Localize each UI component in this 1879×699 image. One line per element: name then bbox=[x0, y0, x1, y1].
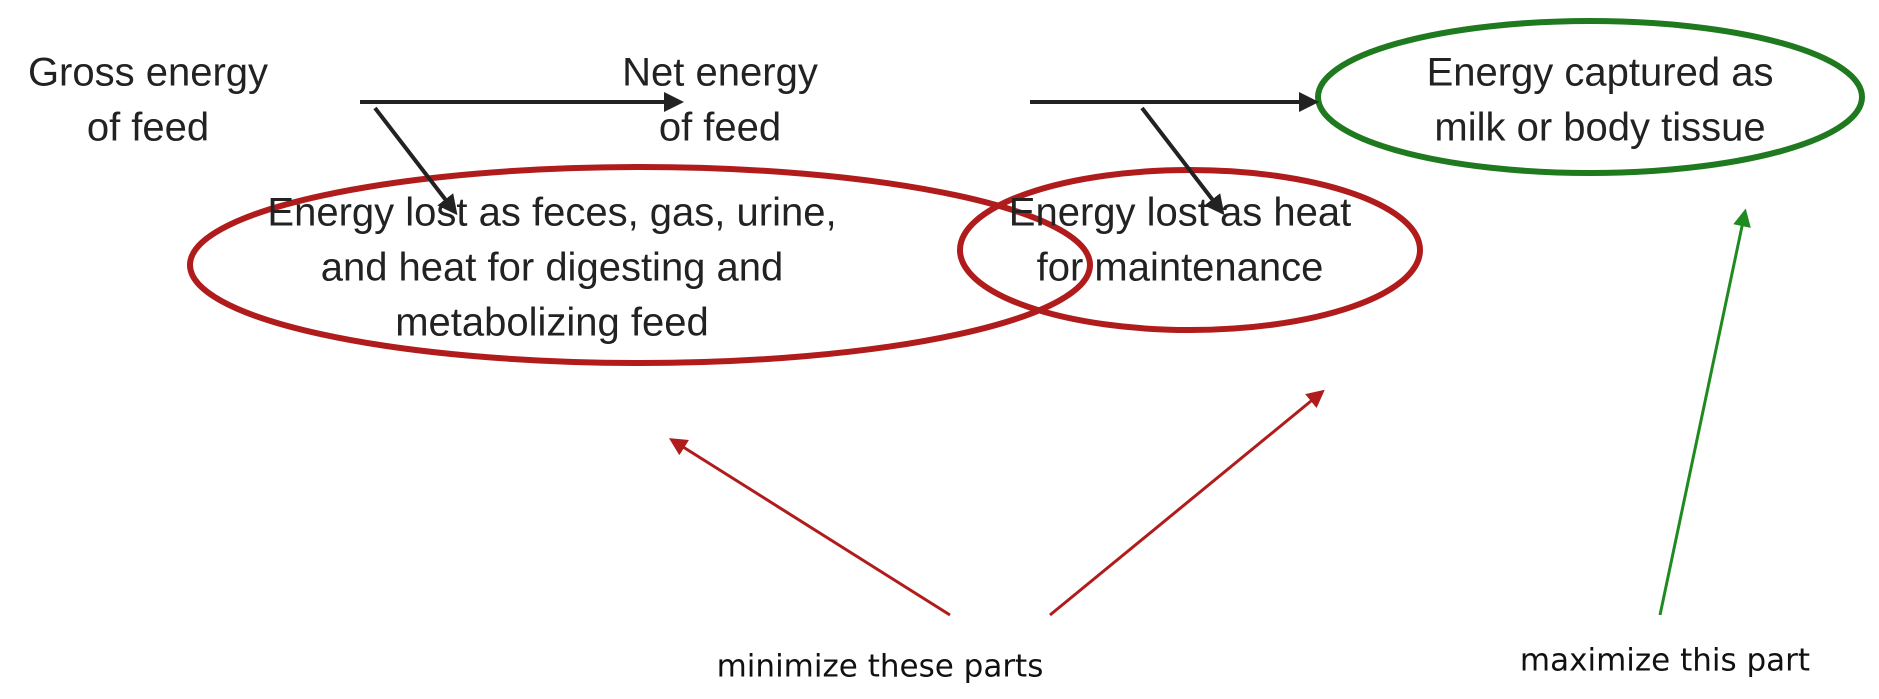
maximize-ellipse bbox=[1315, 18, 1865, 176]
annotation: minimize these parts bbox=[717, 649, 1044, 685]
node-label: Energy lost as heat bbox=[1009, 191, 1351, 235]
arrow bbox=[1140, 106, 1225, 216]
arrow bbox=[668, 438, 951, 617]
arrow bbox=[1658, 208, 1751, 616]
labels: Gross energy of feed Net energy of feed Ener… bbox=[28, 51, 1810, 685]
node-label: metabolizing feed bbox=[395, 301, 709, 345]
node-label: Energy captured as bbox=[1427, 51, 1774, 95]
annotation: maximize this part bbox=[1520, 643, 1810, 679]
node-label: Energy lost as feces, gas, urine, bbox=[267, 191, 836, 235]
node-label: Net energy bbox=[622, 51, 818, 95]
node-label: and heat for digesting and bbox=[321, 246, 784, 290]
node-label: milk or body tissue bbox=[1434, 106, 1765, 150]
minimize-ellipse bbox=[187, 164, 1093, 366]
node-label: Gross energy bbox=[28, 51, 268, 95]
arrow bbox=[373, 106, 458, 216]
arrow bbox=[1049, 389, 1325, 617]
node-label: of feed bbox=[659, 106, 781, 150]
node-label: of feed bbox=[87, 106, 209, 150]
node-label: for maintenance bbox=[1037, 246, 1324, 290]
